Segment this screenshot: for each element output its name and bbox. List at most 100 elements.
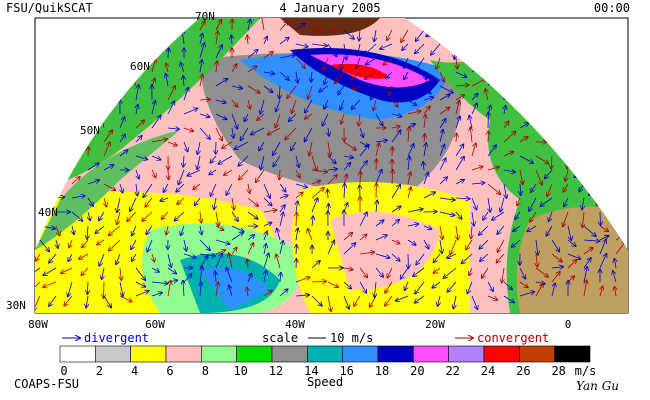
- wind-arrow: [568, 141, 571, 151]
- wind-arrow: [497, 239, 505, 252]
- wind-arrow: [593, 155, 601, 169]
- wind-arrow: [132, 225, 137, 236]
- wind-arrow: [536, 239, 538, 255]
- wind-arrow: [480, 253, 489, 261]
- wind-arrow: [374, 281, 376, 297]
- wind-arrow: [438, 295, 440, 306]
- wind-arrow: [231, 113, 237, 129]
- wind-arrow: [199, 239, 210, 250]
- wind-arrow: [248, 19, 250, 31]
- wind-arrow: [388, 85, 393, 95]
- wind-arrow: [117, 211, 121, 224]
- wind-arrow: [597, 197, 600, 206]
- wind-arrow: [263, 223, 272, 227]
- wind-arrow: [261, 155, 265, 170]
- colorbar-cell: [448, 345, 485, 363]
- wind-arrow: [142, 211, 153, 221]
- wind-arrow: [311, 295, 322, 306]
- colorbar-cell: [95, 345, 131, 363]
- wind-arrow: [359, 29, 360, 41]
- wind-arrow: [167, 253, 171, 267]
- wind-arrow: [357, 43, 360, 56]
- wind-arrow: [343, 233, 352, 241]
- wind-arrow: [447, 29, 457, 39]
- wind-arrow: [599, 254, 606, 269]
- wind-arrow: [487, 57, 504, 58]
- wind-arrow: [327, 175, 337, 185]
- wind-arrow: [503, 43, 513, 48]
- wind-arrow: [279, 85, 280, 99]
- wind-arrow: [285, 127, 297, 140]
- wind-arrow: [35, 267, 41, 277]
- wind-arrow: [415, 281, 425, 294]
- wind-arrow: [600, 286, 603, 297]
- colorbar-cell: [483, 345, 520, 363]
- wind-arrow: [238, 155, 249, 166]
- wind-arrow: [424, 134, 425, 143]
- wind-arrow: [136, 105, 138, 115]
- wind-arrow: [391, 114, 402, 117]
- wind-arrow: [343, 163, 350, 171]
- wind-arrow: [295, 277, 310, 283]
- lat-label: 60N: [130, 60, 150, 73]
- wind-arrow: [327, 30, 336, 32]
- wind-arrow: [583, 127, 593, 140]
- wind-arrow: [248, 183, 250, 193]
- wind-arrow: [240, 127, 249, 140]
- wind-arrow: [549, 211, 553, 221]
- wind-arrow: [487, 76, 493, 87]
- wind-arrow: [295, 192, 303, 199]
- wind-arrow: [187, 169, 201, 176]
- wind-arrow: [280, 273, 281, 283]
- wind-arrow: [360, 171, 361, 185]
- wind-arrow: [56, 127, 57, 143]
- wind-arrow: [151, 293, 162, 297]
- wind-arrow: [471, 79, 486, 87]
- wind-arrow: [579, 47, 585, 59]
- wind-arrow: [135, 120, 144, 129]
- wind-arrow: [324, 99, 329, 109]
- wind-arrow: [471, 43, 479, 53]
- wind-arrow: [119, 150, 128, 157]
- wind-arrow: [87, 281, 88, 294]
- wind-arrow: [423, 106, 430, 115]
- wind-arrow: [503, 170, 515, 172]
- wind-arrow: [119, 44, 130, 47]
- wind-arrow: [472, 29, 473, 41]
- wind-arrow: [229, 253, 233, 269]
- author: Yan Gu: [576, 379, 619, 393]
- wind-arrow: [167, 86, 175, 101]
- wind-arrow: [563, 211, 569, 227]
- wind-arrow: [39, 192, 46, 199]
- wind-arrow: [39, 239, 49, 252]
- wind-arrow: [248, 99, 250, 109]
- wind-arrow: [536, 89, 538, 101]
- wind-arrow: [38, 57, 40, 67]
- wind-arrow: [415, 57, 425, 71]
- wind-arrow: [520, 183, 521, 195]
- wind-arrow: [295, 169, 300, 178]
- wind-arrow: [551, 283, 555, 297]
- wind-arrow: [380, 43, 393, 49]
- wind-arrow: [215, 20, 221, 31]
- wind-arrow: [135, 136, 142, 143]
- wind-arrow: [545, 169, 553, 178]
- wind-arrow: [343, 268, 353, 270]
- wind-arrow: [344, 174, 347, 185]
- wind-arrow: [551, 155, 552, 169]
- wind-arrow: [199, 43, 204, 59]
- wind-arrow: [311, 29, 321, 30]
- wind-arrow: [231, 248, 237, 255]
- wind-arrow: [567, 88, 575, 101]
- wind-arrow: [352, 71, 361, 80]
- wind-arrow: [565, 169, 568, 181]
- wind-arrow: [295, 155, 299, 167]
- wind-arrow: [231, 211, 238, 221]
- wind-arrow: [307, 229, 313, 241]
- wind-arrow: [503, 121, 509, 129]
- wind-arrow: [215, 127, 222, 140]
- wind-arrow: [87, 163, 99, 171]
- colorbar-tick: 0: [60, 364, 67, 378]
- wind-arrow: [263, 253, 269, 269]
- wind-arrow: [200, 34, 203, 45]
